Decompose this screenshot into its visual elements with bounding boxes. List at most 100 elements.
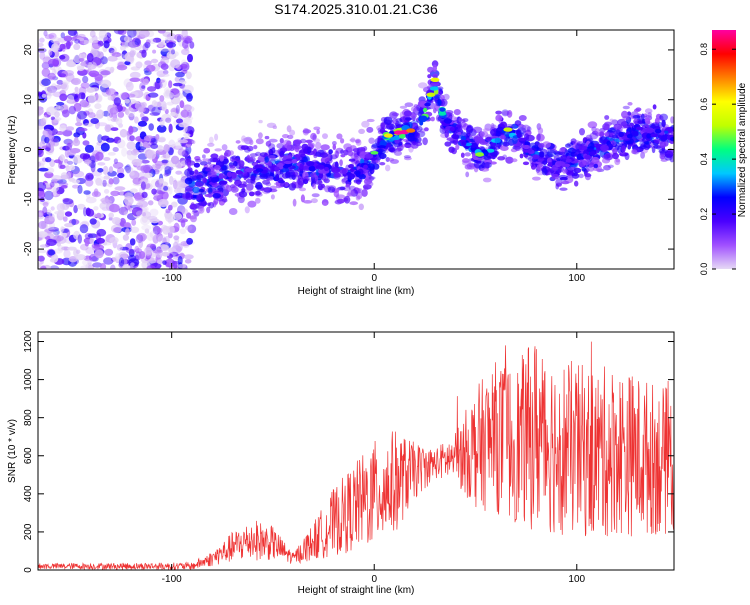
spectrogram-blob [57,245,64,252]
spectrogram-blob [231,172,237,178]
spectrogram-blob [443,118,452,124]
spectrogram-blob [570,153,578,158]
spectrogram-blob [45,225,55,231]
spectrogram-blob [113,136,122,144]
spectrogram-blob [361,189,368,197]
spectrogram-blob [124,166,134,173]
spectrogram-blob [105,88,117,96]
spectrogram-blob [57,209,65,217]
spectrogram-blob [458,117,463,122]
spectrogram-blob [96,228,107,237]
spectrogram-blob [38,167,49,172]
spectrogram-blob [62,109,70,118]
spectrogram-blob [62,198,74,205]
spectrogram-blob [259,152,268,158]
spectrogram-blob [80,61,88,67]
spectrogram-blob [146,150,157,160]
spectrogram-blob [297,180,304,189]
spectrogram-blob [171,155,180,165]
spectrogram-blob [76,203,86,210]
spectrogram-blob [170,111,177,117]
spectrogram-blob [112,162,124,169]
spectrogram-blob [462,158,470,163]
spectrogram-blob [369,161,377,165]
spectrogram-blob [547,162,553,167]
spectrogram-blob [79,99,90,108]
spectrogram-blob [315,141,322,150]
spectrogram-blob [587,164,595,172]
spectrogram-blob [161,113,172,122]
spectrogram-blob [303,175,310,182]
spectrogram-blob [135,61,143,69]
spectrogram-blob [420,110,425,115]
spectrogram-blob [613,123,623,130]
spectrogram-blob [414,132,420,139]
spectrogram-blob [159,95,165,102]
spectrogram-blob [494,137,501,143]
spectrogram-blob [195,158,202,163]
spectrogram-blob [164,166,172,174]
spectrogram-blob [97,134,103,144]
spectrogram-blob [114,186,126,191]
spectrogram-blob [500,134,506,140]
spectrogram-blob [516,132,522,139]
x-tick-label: 100 [568,273,585,284]
spectrogram-blob [150,178,160,188]
spectrogram-blob [65,144,72,151]
spectrogram-blob [117,111,125,118]
spectrogram-blob [280,182,286,187]
spectrogram-blob [322,202,328,206]
x-tick-label: 0 [371,574,377,585]
spectrogram-blob [270,194,275,200]
spectrogram-blob [320,144,330,151]
spectrogram-blob [405,117,412,121]
spectrogram-blob [53,235,64,242]
spectrogram-blob [437,86,444,91]
spectrogram-blob [53,248,63,254]
spectrogram-blob [332,144,337,150]
spectrogram-blob [100,56,108,65]
spectrogram-blob [77,33,86,39]
spectrogram-blob [86,208,95,217]
spectrogram-blob [288,183,297,191]
spectrogram-blob [345,183,350,188]
spectrogram-blob [101,199,113,205]
spectrogram-blob [247,200,257,208]
spectrogram-blob [207,187,213,194]
spectrogram-blob [148,257,157,264]
spectrogram-blob [129,77,141,83]
spectrogram-blob [490,123,495,131]
spectrogram-blob [39,266,47,269]
spectrogram-blob [285,171,291,179]
spectrogram-blob [72,184,80,189]
spectrogram-blob [47,58,59,67]
spectrogram-blob [111,52,122,58]
spectrogram-blob [109,236,119,244]
spectrogram-blob [198,188,205,193]
spectrogram-blob [122,264,131,269]
y-tick-label: 200 [23,523,34,540]
spectrogram-blob [47,91,54,97]
spectrogram-blob [107,95,114,101]
spectrogram-blob [348,164,355,169]
spectrogram-blob [618,131,624,138]
spectrogram-blob [644,108,653,114]
spectrogram-blob [501,111,511,116]
spectrogram-blob [645,127,654,134]
x-tick-label: 100 [568,574,585,585]
spectrogram-blob [46,209,52,215]
spectrogram-blob [149,112,160,116]
spectrogram-blob [558,151,566,156]
spectrogram-blob [47,145,55,154]
spectrogram-blob [124,222,131,228]
spectrogram-blob [143,172,153,178]
spectrogram-blob [355,171,361,178]
spectrogram-blob [581,166,586,172]
spectrogram-blob [429,86,439,91]
spectrogram-blob [159,47,171,52]
spectrogram-blob [485,136,492,142]
spectrogram-blob [137,200,143,205]
spectrogram-blob [89,87,100,92]
spectrogram-blob [206,161,212,170]
spectrogram-blob [102,241,112,246]
